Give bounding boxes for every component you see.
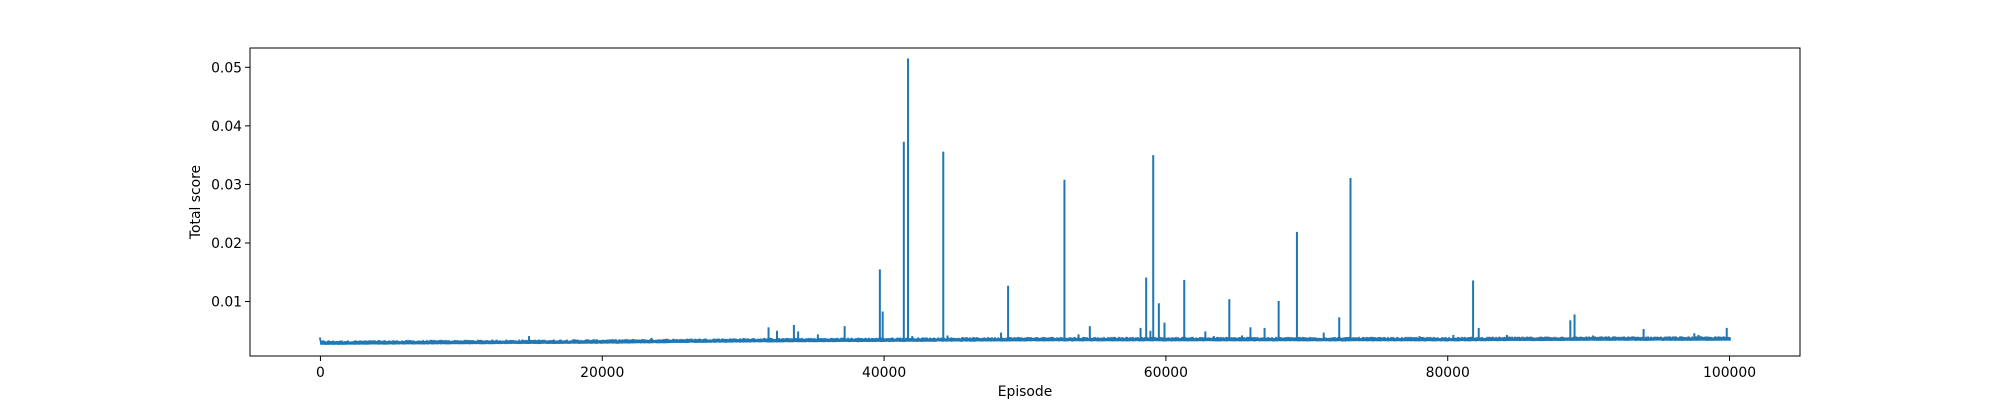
- x-tick-label: 20000: [580, 365, 624, 381]
- y-tick-label: 0.04: [211, 119, 242, 135]
- x-tick-label: 40000: [862, 365, 906, 381]
- x-tick-label: 80000: [1426, 365, 1470, 381]
- plot-frame: [249, 47, 1801, 357]
- y-axis-ticks: 0.01 0.02 0.03 0.04 0.05: [211, 60, 250, 311]
- x-tick-label: 100000: [1703, 365, 1756, 381]
- x-tick-label: 60000: [1144, 365, 1188, 381]
- y-tick-label: 0.05: [211, 60, 242, 76]
- y-axis-label: Total score: [188, 165, 204, 240]
- series-layer: [319, 58, 1731, 345]
- x-axis-label: Episode: [998, 384, 1053, 400]
- x-axis-ticks: 0 20000 40000 60000 80000 100000: [316, 356, 1756, 381]
- y-tick-label: 0.01: [211, 295, 242, 311]
- y-tick-label: 0.02: [211, 236, 242, 252]
- series-line: [319, 336, 1731, 345]
- x-tick-label: 0: [316, 365, 325, 381]
- y-tick-label: 0.03: [211, 177, 242, 193]
